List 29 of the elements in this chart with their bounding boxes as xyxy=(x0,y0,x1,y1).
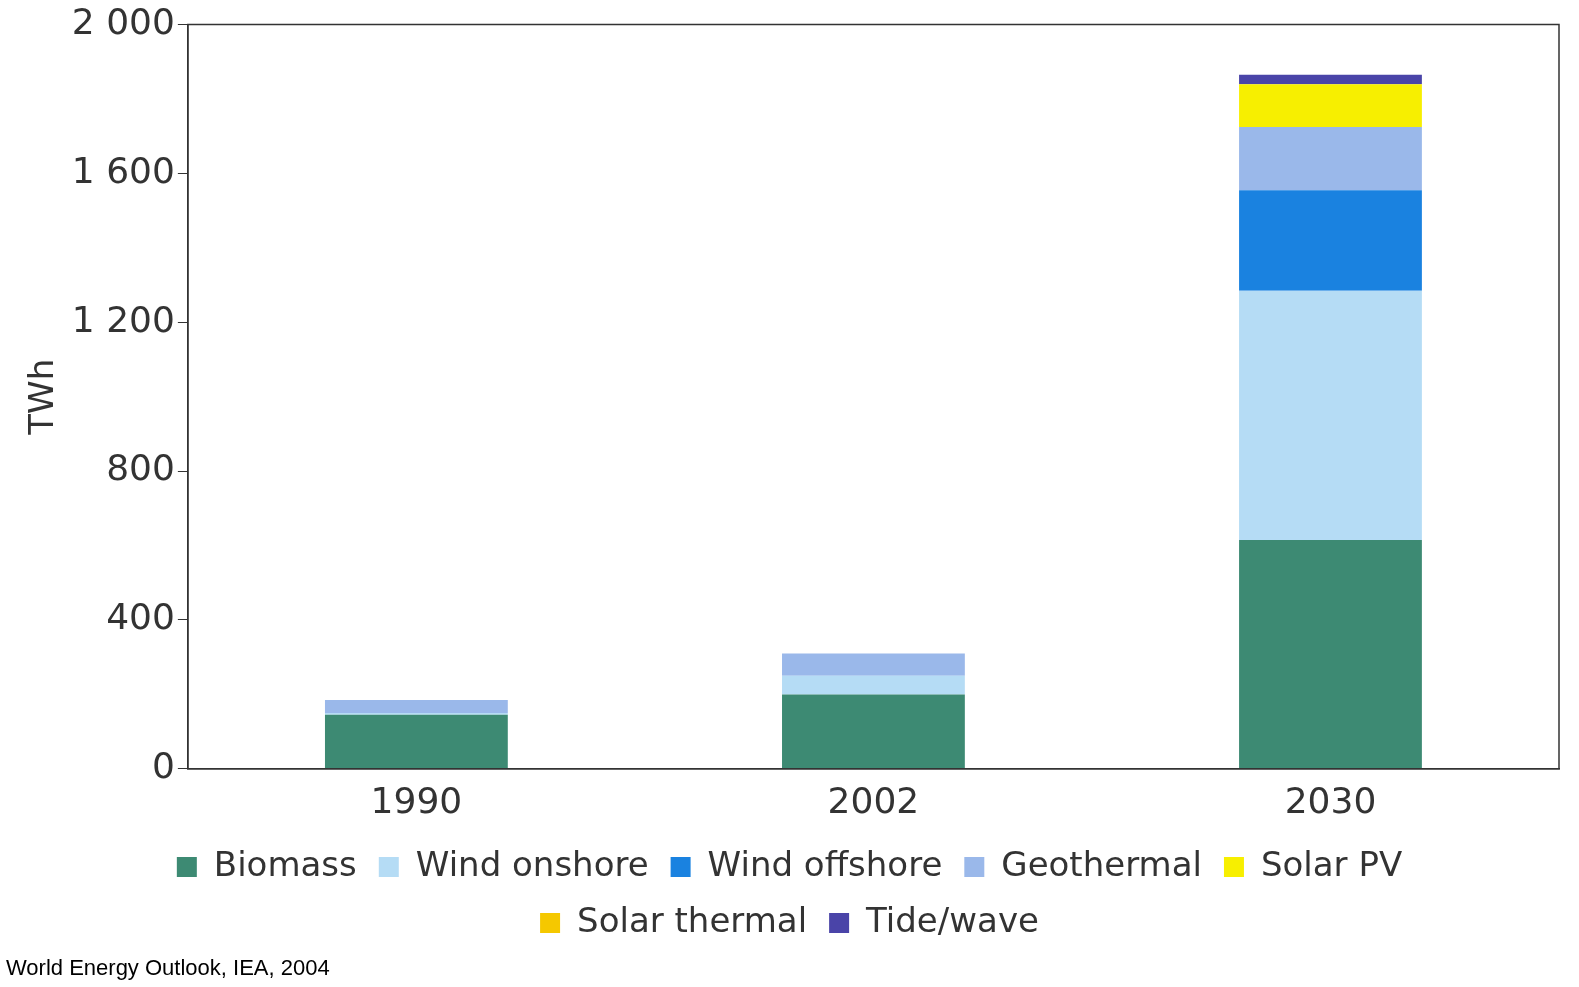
x-tick-label: 2002 xyxy=(827,779,920,821)
legend-label: Tide/wave xyxy=(865,899,1039,940)
bar xyxy=(1239,190,1422,291)
legend-label: Geothermal xyxy=(1001,843,1202,884)
x-tick-label: 2030 xyxy=(1284,779,1377,821)
x-tick-label: 1990 xyxy=(370,779,463,821)
bar xyxy=(324,699,508,713)
bar xyxy=(1239,539,1422,769)
legend-label: Biomass xyxy=(213,843,357,884)
bar xyxy=(1239,84,1422,127)
bar xyxy=(782,653,965,676)
legend-label: Solar thermal xyxy=(577,899,808,940)
y-axis-title: TWh xyxy=(21,358,62,436)
y-tick-label: 800 xyxy=(106,447,175,489)
text: World Energy Outlook, IEA, 2004 xyxy=(6,955,330,981)
legend-label: Solar PV xyxy=(1260,843,1403,884)
bar xyxy=(1239,74,1422,85)
bar xyxy=(1239,290,1422,540)
bar xyxy=(782,675,965,695)
y-tick-label: 400 xyxy=(106,596,175,638)
bar xyxy=(324,714,508,769)
y-tick-label: 1 600 xyxy=(71,149,175,191)
legend-label: Wind onshore xyxy=(415,843,649,884)
bar xyxy=(782,694,965,769)
y-tick-label: 2 000 xyxy=(71,0,175,42)
legend-label: Wind offshore xyxy=(707,843,943,884)
y-tick-label: 1 200 xyxy=(71,298,175,340)
bar xyxy=(1239,126,1422,191)
y-tick-label: 0 xyxy=(151,745,175,787)
